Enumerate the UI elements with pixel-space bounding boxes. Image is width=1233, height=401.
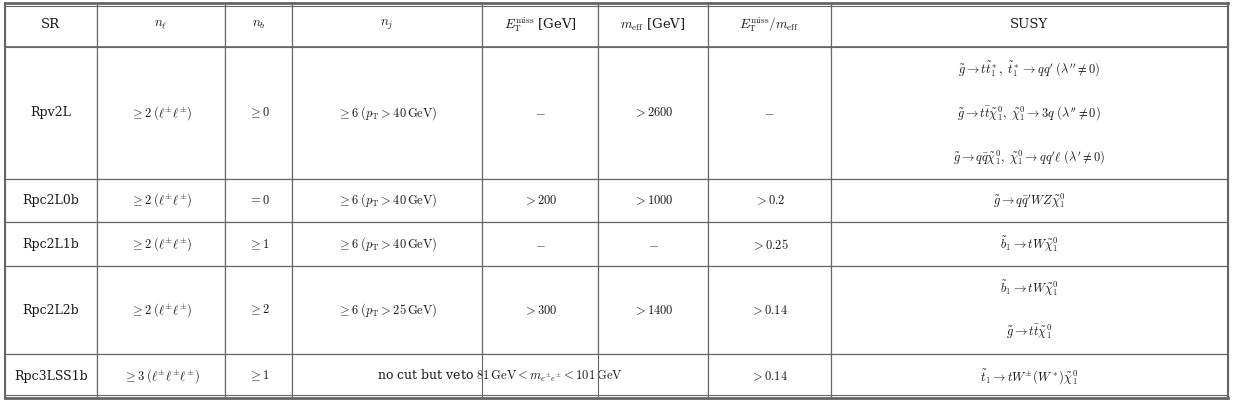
Text: $\geq 6\;(p_{\mathrm{T}} > 40\,\mathrm{GeV})$: $\geq 6\;(p_{\mathrm{T}} > 40\,\mathrm{G…	[337, 235, 438, 253]
Text: $\geq 6\;(p_{\mathrm{T}} > 40\,\mathrm{GeV})$: $\geq 6\;(p_{\mathrm{T}} > 40\,\mathrm{G…	[337, 192, 438, 209]
Text: $E_{\mathrm{T}}^{\mathrm{miss}}$ [GeV]: $E_{\mathrm{T}}^{\mathrm{miss}}$ [GeV]	[503, 16, 577, 34]
Text: $\geq 2\;(\ell^{\pm}\ell^{\pm})$: $\geq 2\;(\ell^{\pm}\ell^{\pm})$	[129, 301, 192, 319]
Text: $> 300$: $> 300$	[523, 303, 557, 317]
Text: $\geq 1$: $\geq 1$	[248, 369, 270, 383]
Bar	[96, 266, 226, 354]
Bar	[96, 354, 226, 398]
Text: $\geq 2\;(\ell^{\pm}\ell^{\pm})$: $\geq 2\;(\ell^{\pm}\ell^{\pm})$	[129, 104, 192, 122]
Text: $> 0.25$: $> 0.25$	[751, 237, 788, 252]
Text: SR: SR	[41, 18, 60, 31]
Bar	[708, 3, 831, 47]
Text: $> 0.14$: $> 0.14$	[751, 303, 788, 317]
Bar	[598, 3, 708, 47]
Text: Rpc2L2b: Rpc2L2b	[22, 304, 79, 317]
Text: $\geq 2\;(\ell^{\pm}\ell^{\pm})$: $\geq 2\;(\ell^{\pm}\ell^{\pm})$	[129, 192, 192, 209]
Text: $n_\ell$: $n_\ell$	[154, 18, 168, 31]
Bar	[292, 3, 482, 47]
Bar	[708, 266, 831, 354]
Bar	[292, 47, 482, 178]
Bar	[482, 47, 598, 178]
Bar	[831, 3, 1228, 47]
Bar	[226, 178, 292, 223]
Text: $-$: $-$	[535, 106, 545, 119]
Text: $-$: $-$	[764, 106, 774, 119]
Bar	[482, 223, 598, 266]
Bar	[5, 47, 96, 178]
Text: $> 0.2$: $> 0.2$	[753, 194, 785, 207]
Text: $\geq 0$: $\geq 0$	[248, 105, 270, 120]
Bar	[598, 178, 708, 223]
Text: $= 0$: $= 0$	[248, 194, 270, 207]
Text: $> 2600$: $> 2600$	[633, 106, 673, 119]
Bar	[292, 354, 708, 398]
Bar	[96, 178, 226, 223]
Text: $> 0.14$: $> 0.14$	[751, 369, 788, 383]
Bar	[708, 47, 831, 178]
Text: $\tilde{g} \to q\bar{q}\tilde{\chi}_1^0,\; \tilde{\chi}_1^0 \to qq'\ell\;(\lambd: $\tilde{g} \to q\bar{q}\tilde{\chi}_1^0,…	[953, 148, 1105, 166]
Text: $> 200$: $> 200$	[523, 194, 557, 207]
Text: $n_b$: $n_b$	[252, 18, 265, 31]
Bar	[5, 223, 96, 266]
Bar	[831, 266, 1228, 354]
Text: $\geq 2\;(\ell^{\pm}\ell^{\pm})$: $\geq 2\;(\ell^{\pm}\ell^{\pm})$	[129, 235, 192, 253]
Text: Rpc3LSS1b: Rpc3LSS1b	[14, 370, 88, 383]
Bar	[831, 354, 1228, 398]
Text: $\tilde{b}_1 \to tW\tilde{\chi}_1^0$: $\tilde{b}_1 \to tW\tilde{\chi}_1^0$	[1000, 235, 1059, 254]
Bar	[831, 178, 1228, 223]
Bar	[226, 266, 292, 354]
Text: Rpv2L: Rpv2L	[31, 106, 72, 119]
Text: $> 1000$: $> 1000$	[633, 194, 673, 207]
Text: $\tilde{g} \to t\tilde{t}_1^*,\; \tilde{t}_1^* \to qq'\;(\lambda'' \neq 0)$: $\tilde{g} \to t\tilde{t}_1^*,\; \tilde{…	[958, 59, 1100, 78]
Bar	[831, 47, 1228, 178]
Text: $> 1400$: $> 1400$	[633, 303, 673, 317]
Text: Rpc2L1b: Rpc2L1b	[22, 238, 79, 251]
Text: $\tilde{g} \to t\bar{t}\tilde{\chi}_1^0$: $\tilde{g} \to t\bar{t}\tilde{\chi}_1^0$	[1006, 323, 1053, 341]
Bar	[831, 223, 1228, 266]
Bar	[226, 47, 292, 178]
Bar	[226, 223, 292, 266]
Text: $\tilde{g} \to q\bar{q}'WZ\tilde{\chi}_1^0$: $\tilde{g} \to q\bar{q}'WZ\tilde{\chi}_1…	[993, 191, 1065, 210]
Text: $\geq 6\;(p_{\mathrm{T}} > 40\,\mathrm{GeV})$: $\geq 6\;(p_{\mathrm{T}} > 40\,\mathrm{G…	[337, 104, 438, 122]
Bar	[482, 266, 598, 354]
Text: $\geq 2$: $\geq 2$	[248, 303, 270, 318]
Bar	[5, 354, 96, 398]
Bar	[482, 3, 598, 47]
Bar	[708, 178, 831, 223]
Text: $\geq 3\;(\ell^{\pm}\ell^{\pm}\ell^{\pm})$: $\geq 3\;(\ell^{\pm}\ell^{\pm}\ell^{\pm}…	[122, 367, 200, 385]
Text: $n_j$: $n_j$	[381, 18, 395, 32]
Text: Rpc2L0b: Rpc2L0b	[22, 194, 79, 207]
Text: $m_{\mathrm{eff}}$ [GeV]: $m_{\mathrm{eff}}$ [GeV]	[620, 17, 686, 33]
Text: $-$: $-$	[535, 238, 545, 251]
Bar	[598, 223, 708, 266]
Bar	[292, 223, 482, 266]
Text: $E_{\mathrm{T}}^{\mathrm{miss}}/m_{\mathrm{eff}}$: $E_{\mathrm{T}}^{\mathrm{miss}}/m_{\math…	[740, 16, 799, 34]
Bar	[292, 266, 482, 354]
Bar	[96, 3, 226, 47]
Text: $-$: $-$	[647, 238, 658, 251]
Text: $\tilde{g} \to t\bar{t}\tilde{\chi}_1^0,\; \tilde{\chi}_1^0 \to 3q\;(\lambda'' \: $\tilde{g} \to t\bar{t}\tilde{\chi}_1^0,…	[957, 104, 1101, 122]
Bar	[5, 266, 96, 354]
Text: SUSY: SUSY	[1010, 18, 1048, 31]
Bar	[5, 178, 96, 223]
Text: no cut but veto $81\,\mathrm{GeV} < m_{e^{\pm}e^{\pm}} < 101\,\mathrm{GeV}$: no cut but veto $81\,\mathrm{GeV} < m_{e…	[377, 368, 623, 384]
Bar	[598, 266, 708, 354]
Text: $\tilde{b}_1 \to tW\tilde{\chi}_1^0$: $\tilde{b}_1 \to tW\tilde{\chi}_1^0$	[1000, 279, 1059, 298]
Bar	[226, 354, 292, 398]
Text: $\geq 1$: $\geq 1$	[248, 237, 270, 252]
Bar	[482, 178, 598, 223]
Bar	[292, 178, 482, 223]
Bar	[708, 223, 831, 266]
Text: $\tilde{t}_1 \to tW^{\pm}(W^*)\tilde{\chi}_1^0$: $\tilde{t}_1 \to tW^{\pm}(W^*)\tilde{\ch…	[980, 367, 1079, 385]
Bar	[226, 3, 292, 47]
Bar	[598, 47, 708, 178]
Text: $\geq 6\;(p_{\mathrm{T}} > 25\,\mathrm{GeV})$: $\geq 6\;(p_{\mathrm{T}} > 25\,\mathrm{G…	[337, 301, 438, 319]
Bar	[96, 47, 226, 178]
Bar	[96, 223, 226, 266]
Bar	[708, 354, 831, 398]
Bar	[5, 3, 96, 47]
